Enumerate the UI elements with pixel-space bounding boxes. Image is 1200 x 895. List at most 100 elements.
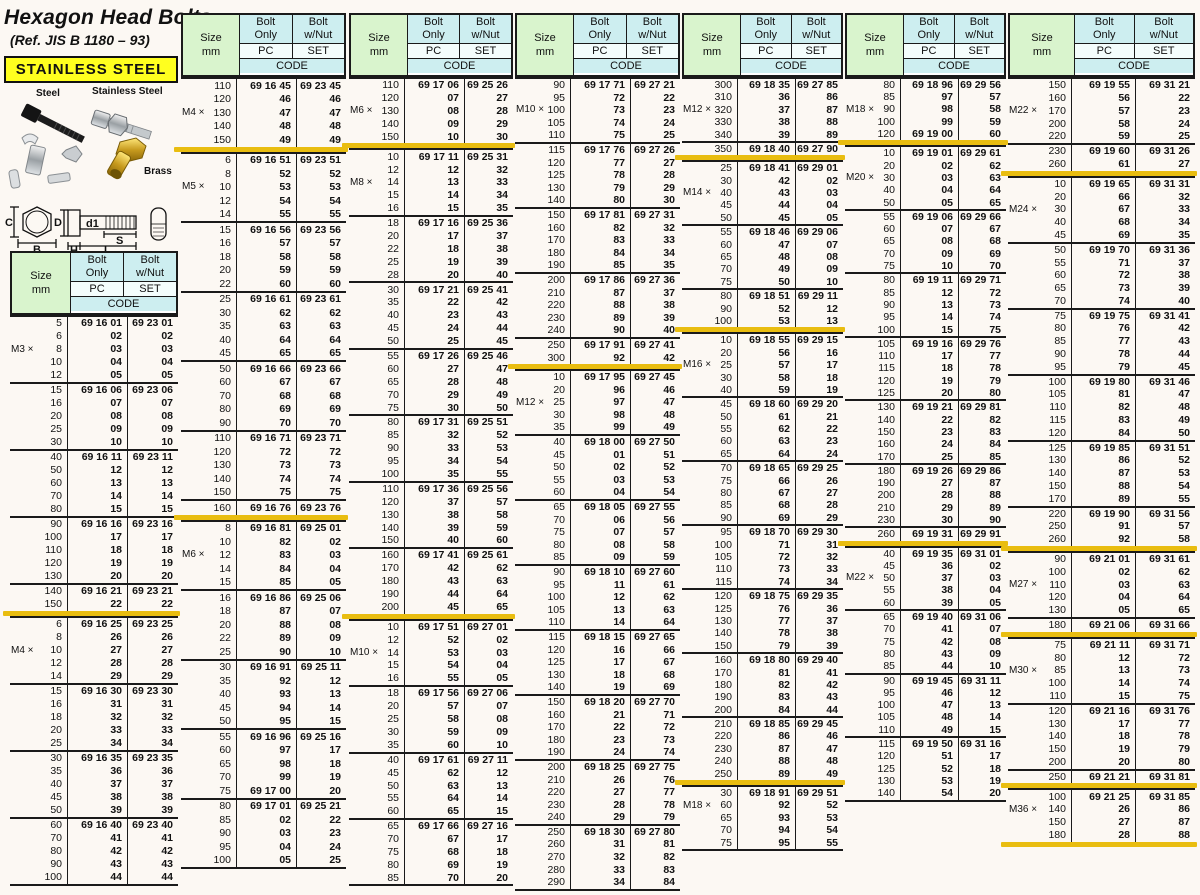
length-value: 100 — [547, 104, 565, 117]
length-value: 80 — [50, 503, 62, 516]
set-code-cell: 59 — [329, 264, 341, 276]
steel-label: Steel — [36, 88, 60, 99]
table-row: 230 30 90 — [845, 514, 1006, 527]
length-value: 8 — [56, 343, 62, 356]
set-code-cell: 08 — [989, 635, 1001, 648]
pc-code-cell: 49 — [901, 723, 959, 737]
pc-code-cell: 48 — [738, 251, 796, 264]
pc-code-cell: 69 18 20 — [571, 695, 631, 709]
set-code-cell: 64 — [329, 333, 341, 346]
size-cell: 8 — [10, 631, 68, 644]
set-code-cell: 08 — [329, 618, 341, 631]
length-value: 90 — [720, 302, 732, 315]
set-code-cell: 69 29 61 — [960, 147, 1001, 160]
set-code-cell: 37 — [663, 286, 675, 299]
set-code-cell: 53 — [1178, 467, 1190, 480]
size-cell: 190 — [515, 746, 571, 759]
code-header: CODE — [1075, 59, 1193, 73]
pc-code-cell: 69 16 96 — [237, 730, 297, 744]
set-code-cell: 09 — [826, 263, 838, 276]
size-column-header: Size mm — [12, 253, 71, 313]
size-cell: 50 — [181, 362, 237, 376]
length-value: 120 — [1048, 704, 1066, 717]
size-group: 55 69 17 26 69 25 46 60 27 47 65 28 48 70 29 49 75 30… — [349, 347, 513, 415]
set-code-cell: 47 — [1178, 388, 1190, 401]
table-row: 16 55 05 — [349, 672, 513, 686]
length-value: 55 — [219, 730, 231, 743]
size-cell: 125 — [682, 602, 738, 616]
pc-code-cell: 92 — [738, 799, 796, 812]
size-cell: 130 — [515, 181, 571, 195]
size-group: 65 69 17 66 69 27 16 70 67 17 75 68 18 80 69 19 85 70… — [349, 817, 513, 887]
pc-code-cell: 69 18 60 — [738, 398, 796, 411]
table-row: 20 66 32 — [1008, 190, 1195, 204]
table-row: 10 69 17 11 69 25 31 — [349, 150, 513, 164]
pc-code-cell: 83 — [237, 548, 297, 562]
pc-code-cell: 69 16 40 — [68, 819, 128, 832]
length-value: 40 — [883, 184, 895, 197]
pc-code-cell: 79 — [1072, 360, 1136, 374]
length-value: 90 — [553, 79, 565, 92]
table-row: 60 47 07 — [682, 238, 843, 252]
table-row: 80 42 42 — [10, 845, 178, 858]
table-row: 18 69 17 16 69 25 36 — [349, 216, 513, 230]
pc-code-cell: 19 — [1072, 743, 1136, 756]
set-code-cell: 69 25 46 — [467, 350, 508, 362]
set-code-cell: 64 — [663, 616, 675, 629]
table-row: 150 19 79 — [1008, 743, 1195, 756]
size-cell: 50 — [10, 804, 68, 817]
set-code-cell: 02 — [329, 535, 341, 548]
pc-code-cell: 14 — [68, 490, 128, 503]
pc-code-cell: 61 — [1072, 157, 1136, 171]
size-cell: 130 — [515, 668, 571, 682]
size-cell: 16 — [181, 236, 237, 250]
table-row: 140 80 30 — [515, 194, 680, 207]
table-row: 25 90 10 — [181, 645, 346, 659]
size-cell: 260 — [1008, 533, 1072, 546]
set-code-cell: 69 29 86 — [960, 464, 1001, 477]
table-row: 100 17 17 — [10, 531, 178, 544]
length-value: 50 — [387, 335, 399, 348]
set-code-cell: 69 25 51 — [467, 416, 508, 429]
size-group: 150 69 17 81 69 27 31 160 82 32 170 83 33 180 84 34… — [515, 206, 680, 272]
table-row: 130 05 65 — [1008, 604, 1195, 617]
table-row: 125 52 18 — [845, 762, 1006, 776]
set-code-cell: 34 — [1178, 216, 1190, 229]
set-code-cell: 69 23 45 — [300, 79, 341, 92]
size-column-header: Size mm — [847, 15, 904, 75]
table-row: 10 69 18 55 69 29 15 — [682, 334, 843, 347]
set-code-cell: 42 — [161, 845, 173, 858]
table-row: 260 61 27 — [1008, 157, 1195, 171]
size-cell: 90 — [845, 299, 901, 312]
thread-size-label: M27 × — [1009, 578, 1038, 590]
set-code-cell: 69 25 41 — [467, 283, 508, 296]
length-value: 130 — [44, 570, 62, 583]
length-value: 150 — [381, 130, 399, 143]
table-header: Size mm Bolt Only Bolt w/Nut PC SET CODE — [349, 13, 513, 77]
size-cell: 16 — [10, 397, 68, 410]
set-code-cell: 69 27 55 — [634, 501, 675, 514]
pc-code-cell: 55 — [237, 207, 297, 221]
size-cell: 120 — [682, 590, 738, 603]
set-code-cell: 69 25 21 — [300, 800, 341, 812]
table-row: 100 69 19 80 69 31 46 — [1008, 375, 1195, 389]
set-code-cell: 65 — [989, 196, 1001, 209]
set-code-cell: 22 — [826, 423, 838, 436]
size-cell: 20 — [10, 724, 68, 737]
pc-code-cell: 44 — [901, 660, 959, 673]
length-value: 150 — [547, 208, 565, 221]
size-cell: 22 — [181, 277, 237, 291]
table-row: 90 03 23 — [181, 826, 346, 840]
set-code-cell: 69 27 11 — [467, 753, 508, 766]
size-cell: 240 — [682, 755, 738, 768]
pc-code-cell: 24 — [901, 438, 959, 451]
length-value: 220 — [547, 299, 565, 312]
pc-code-cell: 52 — [901, 762, 959, 776]
size-cell: 15 — [349, 659, 405, 673]
size-cell: 75 — [682, 836, 738, 850]
length-value: 25 — [219, 293, 231, 305]
table-row: 20 08 08 — [10, 410, 178, 423]
size-cell: M20 × 30 — [845, 172, 901, 185]
size-cell: 45 — [1008, 228, 1072, 242]
table-row: 170 81 41 — [682, 666, 843, 679]
